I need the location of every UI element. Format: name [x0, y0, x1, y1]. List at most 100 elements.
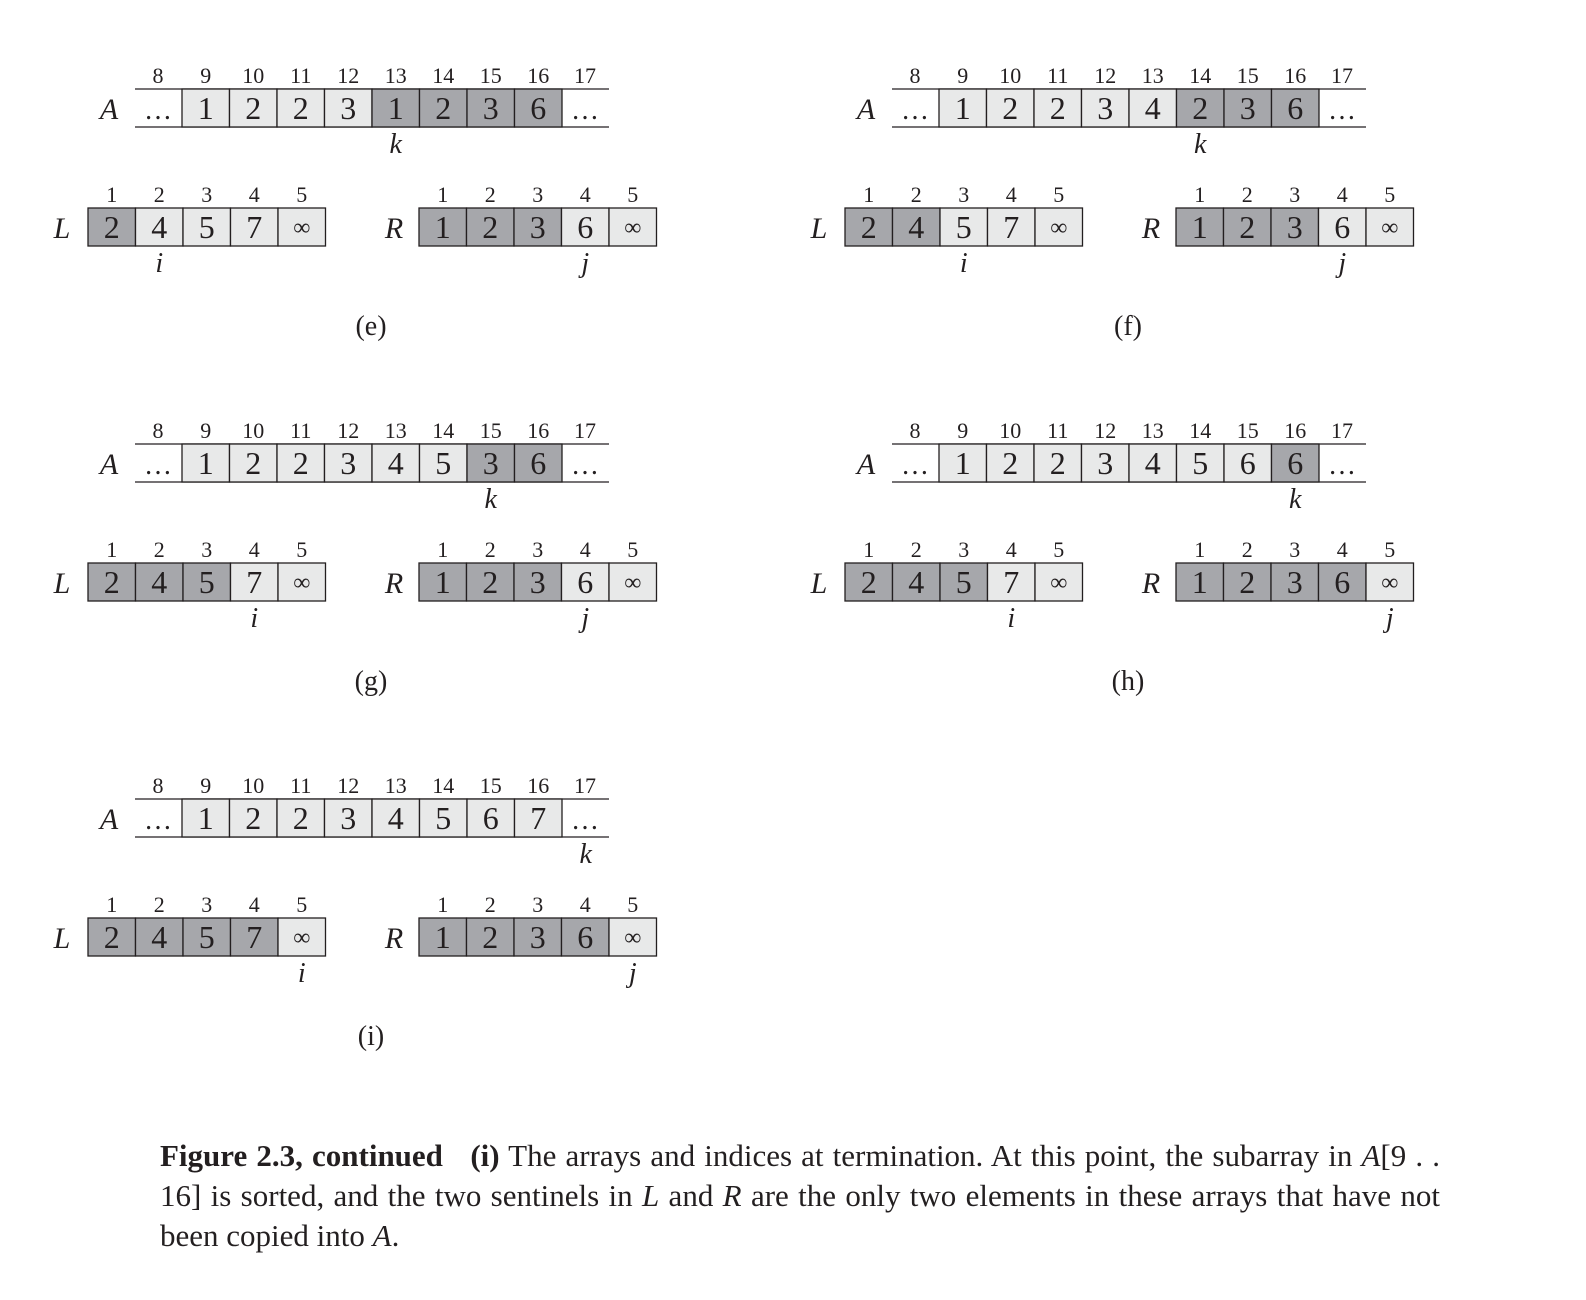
array-r-cell-5	[608, 207, 658, 247]
array-a-cell-value-2: 2	[1002, 445, 1018, 481]
array-r-cell-5	[608, 917, 658, 957]
caption-text-5: .	[391, 1218, 400, 1253]
caption-text-4: are the only two elements in these array…	[160, 1178, 1441, 1253]
array-r-label: R	[384, 212, 403, 245]
array-r-cell-value-1: 1	[435, 209, 451, 245]
array-a-cell-5	[1128, 443, 1178, 483]
array-r-cell-value-5: ∞	[624, 215, 641, 241]
caption-text-2: is sorted, and the two sentinels in	[201, 1178, 642, 1213]
array-l-cell-2	[134, 917, 184, 957]
array-a-cell-1	[181, 443, 231, 483]
array-a-cell-value-7: 3	[483, 90, 499, 126]
array-a-cell-value-5: 1	[388, 90, 404, 126]
array-l-label: L	[53, 922, 71, 955]
array-l-index-2: 2	[911, 182, 922, 207]
panel-label: (g)	[355, 666, 388, 697]
array-a-cell-4	[1080, 88, 1130, 128]
array-a-cell-value-6: 5	[1192, 445, 1208, 481]
array-r-index-4: 4	[1337, 537, 1348, 562]
pointer-k: k	[1289, 484, 1302, 515]
array-a-cell-value-5: 4	[1145, 90, 1161, 126]
pointer-k: k	[390, 129, 403, 160]
array-a-index-6: 14	[432, 63, 454, 88]
array-r-index-4: 4	[580, 892, 591, 917]
array-a-cell-value-3: 2	[293, 90, 309, 126]
array-r-cell-value-4: 6	[1334, 209, 1350, 245]
array-l-index-4: 4	[249, 537, 260, 562]
array-r-index-4: 4	[1337, 182, 1348, 207]
array-r-index-4: 4	[580, 537, 591, 562]
array-r-cell-3	[513, 917, 563, 957]
array-r-label: R	[1141, 567, 1160, 600]
caption-var-a-2: A	[372, 1218, 392, 1253]
array-r-cell-value-2: 2	[1239, 209, 1255, 245]
array-l-index-4: 4	[1006, 537, 1017, 562]
array-r-cell-value-5: ∞	[1381, 215, 1398, 241]
pointer-j: j	[1335, 248, 1346, 279]
array-l-cell-5	[277, 562, 327, 602]
array-l-cell-value-2: 4	[908, 209, 924, 245]
array-a-left-ellipsis: …	[144, 95, 172, 126]
array-l-cell-4	[229, 917, 279, 957]
array-a-index-17: 17	[574, 418, 596, 443]
array-r-cell-value-1: 1	[1192, 209, 1208, 245]
array-r-cell-value-3: 3	[530, 209, 546, 245]
caption-var-l: L	[641, 1178, 660, 1213]
array-r-index-2: 2	[485, 182, 496, 207]
array-l-index-1: 1	[106, 182, 117, 207]
array-l-index-3: 3	[958, 182, 969, 207]
array-r-cell-value-2: 2	[482, 209, 498, 245]
pointer-k: k	[485, 484, 498, 515]
array-r-cell-value-5: ∞	[1381, 570, 1398, 596]
array-l-index-4: 4	[249, 892, 260, 917]
array-a-index-1: 9	[200, 63, 211, 88]
array-r-index-3: 3	[532, 182, 543, 207]
array-a-cell-6	[1175, 88, 1225, 128]
array-r-index-3: 3	[1289, 537, 1300, 562]
array-l-index-4: 4	[249, 182, 260, 207]
array-r-cell-value-2: 2	[482, 564, 498, 600]
array-l-index-3: 3	[201, 182, 212, 207]
array-a-cell-4	[323, 443, 373, 483]
array-l-cell-5	[277, 917, 327, 957]
array-a-cell-value-1: 1	[198, 445, 214, 481]
array-a-cell-value-2: 2	[245, 800, 261, 836]
array-l-index-2: 2	[154, 892, 165, 917]
array-r-cell-4	[1317, 207, 1367, 247]
array-a-index-8: 16	[527, 63, 549, 88]
array-a-index-5: 13	[385, 773, 407, 798]
array-r-cell-value-4: 6	[577, 209, 593, 245]
array-a-index-1: 9	[957, 418, 968, 443]
panel-label: (i)	[358, 1021, 384, 1052]
array-r-cell-3	[513, 207, 563, 247]
array-a-cell-6	[418, 798, 468, 838]
array-a-cell-3	[276, 88, 326, 128]
array-l-cell-value-1: 2	[104, 919, 120, 955]
array-a-cell-value-3: 2	[1050, 90, 1066, 126]
array-a-index-6: 14	[1189, 418, 1211, 443]
array-a-index-17: 17	[574, 63, 596, 88]
array-a-index-8: 8	[153, 418, 164, 443]
array-l-cell-2	[891, 562, 941, 602]
array-a-cell-6	[418, 443, 468, 483]
array-a-cell-7	[1223, 88, 1273, 128]
array-a-cell-4	[323, 88, 373, 128]
array-l-cell-4	[229, 207, 279, 247]
array-l-index-5: 5	[296, 892, 307, 917]
array-r-cell-4	[560, 562, 610, 602]
array-l-cell-3	[182, 562, 232, 602]
array-a-cell-value-1: 1	[198, 800, 214, 836]
array-a-cell-value-1: 1	[955, 90, 971, 126]
array-a-cell-5	[371, 443, 421, 483]
array-r-cell-1	[418, 562, 468, 602]
array-l-cell-3	[182, 917, 232, 957]
array-l-index-3: 3	[201, 892, 212, 917]
array-l-cell-value-4: 7	[246, 919, 262, 955]
caption-var-r: R	[722, 1178, 742, 1213]
array-a-cell-value-1: 1	[955, 445, 971, 481]
array-a-cell-8	[513, 88, 563, 128]
array-r-index-5: 5	[627, 892, 638, 917]
array-r-index-2: 2	[485, 892, 496, 917]
array-a-cell-1	[938, 88, 988, 128]
array-a-index-4: 12	[1094, 418, 1116, 443]
